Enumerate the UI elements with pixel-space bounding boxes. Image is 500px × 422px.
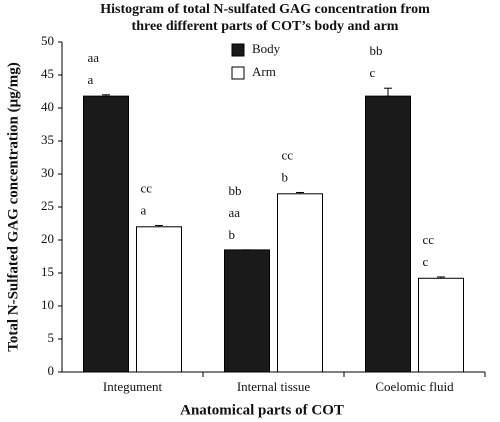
- chart-title-line: three different parts of COT’s body and …: [132, 19, 399, 34]
- y-tick-label: 20: [41, 231, 54, 246]
- y-tick-label: 35: [41, 132, 54, 147]
- significance-label: bb: [370, 43, 383, 58]
- legend-label: Arm: [252, 64, 276, 79]
- y-tick-label: 40: [41, 99, 54, 114]
- bar: [277, 193, 323, 373]
- significance-label: cc: [141, 180, 153, 195]
- x-tick-label: Coelomic fluid: [375, 379, 454, 394]
- y-axis-label: Total N-Sulfated GAG concentration (μg/m…: [5, 62, 21, 352]
- significance-label: c: [423, 254, 429, 269]
- significance-label: c: [370, 65, 376, 80]
- y-tick-label: 45: [41, 66, 54, 81]
- significance-label: aa: [229, 205, 241, 220]
- bar: [365, 95, 411, 373]
- y-tick-label: 0: [48, 363, 55, 378]
- significance-label: a: [88, 72, 94, 87]
- chart-title-line: Histogram of total N-sulfated GAG concen…: [100, 2, 430, 17]
- significance-label: b: [282, 169, 289, 184]
- x-tick-label: Integument: [103, 379, 163, 394]
- legend-swatch: [231, 66, 245, 80]
- y-tick-label: 5: [48, 330, 55, 345]
- significance-label: a: [141, 202, 147, 217]
- legend-label: Body: [252, 41, 281, 56]
- y-tick-label: 30: [41, 165, 54, 180]
- y-tick-label: 10: [41, 297, 54, 312]
- bar: [136, 226, 182, 373]
- bar: [224, 249, 270, 373]
- bar: [83, 95, 129, 373]
- significance-label: b: [229, 227, 236, 242]
- y-tick-label: 25: [41, 198, 54, 213]
- significance-label: cc: [282, 147, 294, 162]
- bar: [418, 277, 464, 373]
- legend-swatch: [231, 43, 245, 57]
- y-tick-label: 50: [41, 33, 54, 48]
- significance-label: cc: [423, 232, 435, 247]
- x-tick-label: Internal tissue: [237, 379, 311, 394]
- significance-label: aa: [88, 50, 100, 65]
- y-tick-label: 15: [41, 264, 54, 279]
- x-axis-label: Anatomical parts of COT: [180, 402, 344, 418]
- significance-label: bb: [229, 183, 242, 198]
